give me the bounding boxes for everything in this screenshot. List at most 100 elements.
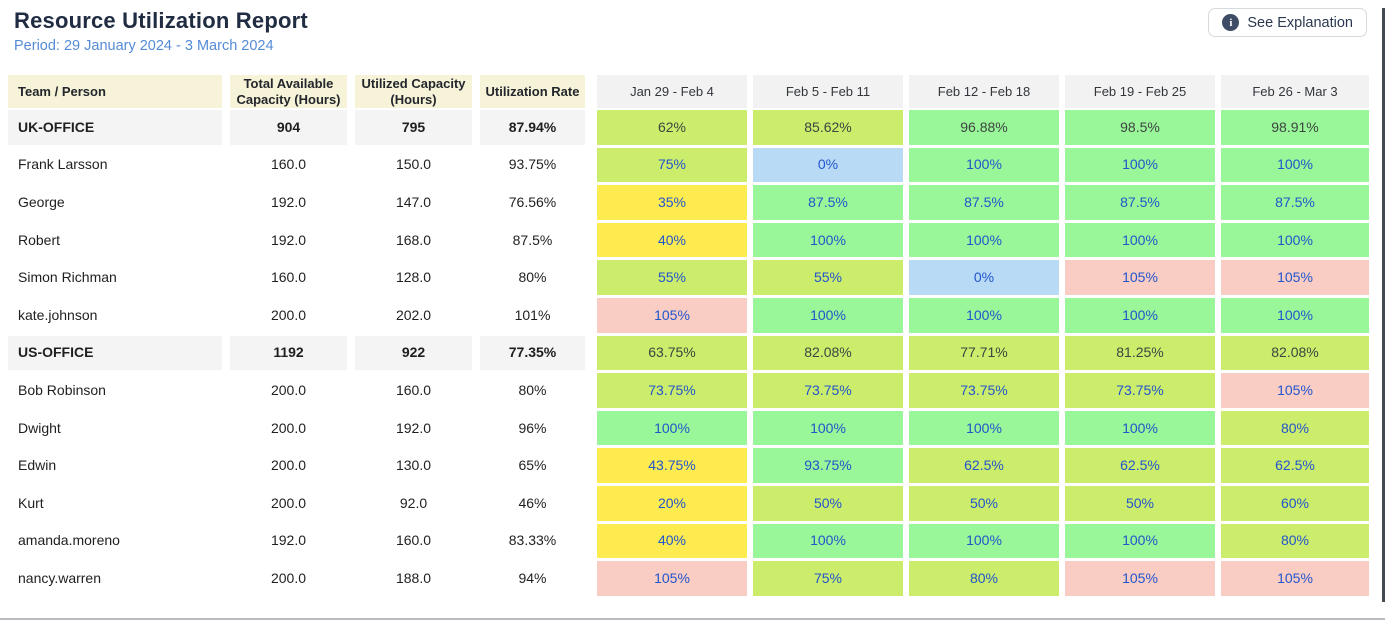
utilization-week-cell[interactable]: 100%: [1065, 222, 1215, 258]
utilization-rate-cell: 65%: [518, 457, 547, 474]
utilization-week-cell[interactable]: 100%: [1221, 297, 1369, 333]
utilization-week-cell[interactable]: 100%: [753, 523, 903, 559]
utilization-week-cell[interactable]: 73.75%: [753, 373, 903, 408]
person-row: Edwin 200.0 130.0 65% 43.75% 93.75% 62.5% 62.5%…: [8, 448, 1377, 486]
utilization-week-cell[interactable]: 87.5%: [909, 185, 1059, 220]
utilization-week-cell[interactable]: 62.5%: [909, 448, 1059, 483]
utilized-capacity-cell: 160.0: [395, 382, 432, 399]
utilization-week-cell[interactable]: 55%: [753, 260, 903, 295]
report-period: Period: 29 January 2024 - 3 March 2024: [14, 38, 274, 54]
team-person-name: Dwight: [18, 419, 61, 436]
see-explanation-button[interactable]: i See Explanation: [1208, 8, 1367, 37]
utilization-week-cell[interactable]: 87.5%: [1221, 185, 1369, 220]
utilization-week-cell[interactable]: 105%: [597, 297, 747, 333]
utilization-week-cell[interactable]: 100%: [1221, 147, 1369, 183]
utilization-week-cell[interactable]: 105%: [1065, 260, 1215, 295]
utilization-rate-cell: 76.56%: [508, 194, 557, 211]
utilization-week-cell[interactable]: 62.5%: [1065, 448, 1215, 483]
team-person-name: George: [18, 194, 65, 211]
utilization-week-cell[interactable]: 0%: [753, 147, 903, 183]
available-capacity-cell: 200.0: [270, 570, 307, 587]
team-person-name: UK-OFFICE: [8, 110, 222, 145]
utilization-week-cell[interactable]: 100%: [909, 222, 1059, 258]
utilized-capacity-cell: 192.0: [395, 419, 432, 436]
utilization-week-cell[interactable]: 73.75%: [597, 373, 747, 408]
utilization-week-cell[interactable]: 60%: [1221, 485, 1369, 521]
person-row: nancy.warren 200.0 188.0 94% 105% 75% 80% 105% 1…: [8, 561, 1377, 599]
utilization-week-cell: 82.08%: [1221, 335, 1369, 371]
utilization-week-cell[interactable]: 100%: [909, 297, 1059, 333]
utilization-week-cell[interactable]: 55%: [597, 260, 747, 295]
utilization-week-cell[interactable]: 73.75%: [909, 373, 1059, 408]
utilization-week-cell[interactable]: 105%: [1221, 373, 1369, 408]
column-header-utilized: Utilized Capacity (Hours): [355, 75, 472, 108]
utilization-week-cell[interactable]: 100%: [753, 297, 903, 333]
utilization-week-cell[interactable]: 100%: [597, 410, 747, 446]
team-person-name: Bob Robinson: [18, 382, 106, 399]
person-row: kate.johnson 200.0 202.0 101% 105% 100% 100% 10…: [8, 297, 1377, 336]
utilization-week-cell[interactable]: 100%: [1065, 410, 1215, 446]
utilization-rate-cell: 46%: [518, 494, 547, 511]
team-person-name: Simon Richman: [18, 269, 117, 286]
utilization-week-cell[interactable]: 50%: [753, 485, 903, 521]
available-capacity-cell: 192.0: [270, 231, 307, 248]
utilized-capacity-cell: 202.0: [395, 306, 432, 323]
see-explanation-label: See Explanation: [1247, 14, 1353, 31]
utilization-table: Team / Person Total Available Capacity (…: [8, 75, 1377, 599]
utilization-week-cell[interactable]: 75%: [753, 561, 903, 596]
utilization-week-cell[interactable]: 93.75%: [753, 448, 903, 483]
available-capacity-cell: 200.0: [270, 457, 307, 474]
utilized-capacity-cell: 188.0: [395, 570, 432, 587]
utilization-rate-cell: 87.5%: [512, 231, 553, 248]
utilization-week-cell[interactable]: 105%: [1221, 260, 1369, 295]
utilization-week-cell[interactable]: 100%: [753, 410, 903, 446]
utilization-rate-cell: 101%: [514, 306, 551, 323]
team-row: US-OFFICE 1192 922 77.35% 63.75% 82.08% 77.71%…: [8, 335, 1377, 374]
person-row: amanda.moreno 192.0 160.0 83.33% 40% 100% 100%…: [8, 523, 1377, 562]
utilization-week-cell[interactable]: 105%: [597, 561, 747, 596]
utilization-week-cell: 85.62%: [753, 110, 903, 145]
column-header-team-person: Team / Person: [8, 75, 222, 108]
utilization-week-cell[interactable]: 40%: [597, 523, 747, 559]
utilization-week-cell[interactable]: 50%: [909, 485, 1059, 521]
utilization-week-cell[interactable]: 20%: [597, 485, 747, 521]
utilization-week-cell[interactable]: 100%: [909, 523, 1059, 559]
utilized-capacity-cell: 160.0: [395, 532, 432, 549]
utilization-week-cell[interactable]: 35%: [597, 185, 747, 220]
page-title: Resource Utilization Report: [14, 8, 308, 33]
available-capacity-cell: 1192: [230, 335, 347, 371]
utilization-week-cell[interactable]: 100%: [909, 147, 1059, 183]
utilization-week-cell[interactable]: 100%: [1065, 297, 1215, 333]
utilization-week-cell[interactable]: 105%: [1065, 561, 1215, 596]
utilization-week-cell[interactable]: 75%: [597, 147, 747, 183]
available-capacity-cell: 200.0: [270, 419, 307, 436]
team-person-name: Frank Larsson: [18, 156, 108, 173]
utilized-capacity-cell: 130.0: [395, 457, 432, 474]
utilization-week-cell[interactable]: 87.5%: [753, 185, 903, 220]
utilization-week-cell[interactable]: 87.5%: [1065, 185, 1215, 220]
utilization-week-cell[interactable]: 100%: [753, 222, 903, 258]
vertical-scrollbar[interactable]: [1382, 8, 1385, 602]
utilization-week-cell[interactable]: 73.75%: [1065, 373, 1215, 408]
utilized-capacity-cell: 147.0: [395, 194, 432, 211]
person-row: George 192.0 147.0 76.56% 35% 87.5% 87.5% 87.5%…: [8, 185, 1377, 223]
utilization-week-cell[interactable]: 62.5%: [1221, 448, 1369, 483]
utilization-week-cell[interactable]: 80%: [1221, 523, 1369, 559]
utilization-week-cell[interactable]: 100%: [909, 410, 1059, 446]
person-row: Simon Richman 160.0 128.0 80% 55% 55% 0% 105% 10…: [8, 260, 1377, 298]
utilization-week-cell[interactable]: 40%: [597, 222, 747, 258]
utilized-capacity-cell: 795: [355, 110, 472, 145]
utilized-capacity-cell: 168.0: [395, 231, 432, 248]
utilization-week-cell[interactable]: 50%: [1065, 485, 1215, 521]
utilization-week-cell[interactable]: 43.75%: [597, 448, 747, 483]
utilization-week-cell: 77.71%: [909, 335, 1059, 371]
utilization-week-cell[interactable]: 0%: [909, 260, 1059, 295]
utilization-week-cell[interactable]: 105%: [1221, 561, 1369, 596]
utilization-week-cell[interactable]: 100%: [1065, 523, 1215, 559]
utilization-rate-cell: 80%: [518, 382, 547, 399]
utilization-week-cell[interactable]: 80%: [909, 561, 1059, 596]
team-person-name: kate.johnson: [18, 306, 98, 323]
utilization-week-cell[interactable]: 100%: [1065, 147, 1215, 183]
utilization-week-cell[interactable]: 100%: [1221, 222, 1369, 258]
utilization-week-cell[interactable]: 80%: [1221, 410, 1369, 446]
